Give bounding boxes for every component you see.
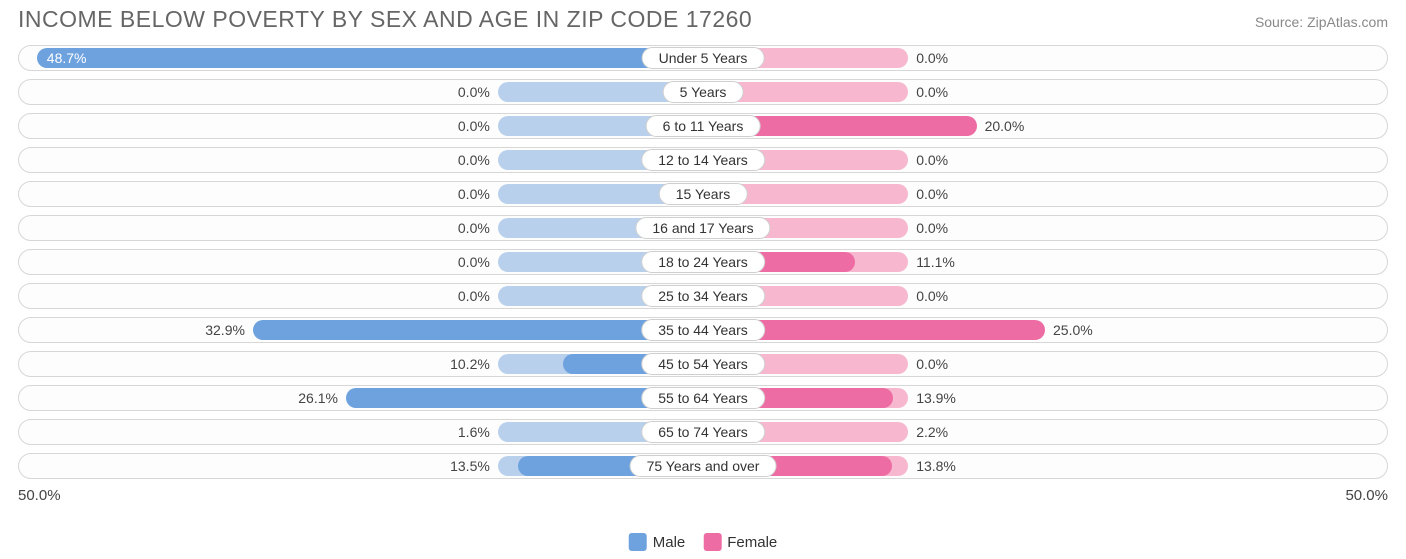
chart-source: Source: ZipAtlas.com: [1255, 14, 1388, 30]
female-value-label: 13.9%: [916, 390, 956, 406]
female-value-label: 0.0%: [916, 356, 948, 372]
male-bar: [253, 320, 703, 340]
female-value-label: 0.0%: [916, 220, 948, 236]
category-label: 5 Years: [663, 81, 744, 103]
chart-row: 0.0% 0.0% 16 and 17 Years: [18, 215, 1388, 241]
female-swatch-icon: [703, 533, 721, 551]
female-value-label: 25.0%: [1053, 322, 1093, 338]
male-value-label: 13.5%: [450, 458, 490, 474]
axis-labels: 50.0% 50.0%: [0, 487, 1406, 504]
category-label: 15 Years: [659, 183, 748, 205]
category-label: 75 Years and over: [630, 455, 777, 477]
male-value-label: 10.2%: [450, 356, 490, 372]
male-value-label: 1.6%: [458, 424, 490, 440]
male-value-label: 48.7%: [47, 50, 87, 66]
male-value-label: 0.0%: [458, 118, 490, 134]
category-label: 45 to 54 Years: [641, 353, 765, 375]
male-value-label: 0.0%: [458, 220, 490, 236]
category-label: Under 5 Years: [642, 47, 765, 69]
legend-female-label: Female: [727, 534, 777, 551]
female-value-label: 0.0%: [916, 152, 948, 168]
male-value-label: 26.1%: [298, 390, 338, 406]
female-value-label: 0.0%: [916, 84, 948, 100]
chart-row: 26.1% 13.9% 55 to 64 Years: [18, 385, 1388, 411]
female-value-label: 11.1%: [916, 254, 955, 270]
axis-left-label: 50.0%: [18, 487, 61, 504]
category-label: 12 to 14 Years: [641, 149, 765, 171]
chart-row: 13.5% 13.8% 75 Years and over: [18, 453, 1388, 479]
chart-row: 0.0% 0.0% 12 to 14 Years: [18, 147, 1388, 173]
chart-row: 10.2% 0.0% 45 to 54 Years: [18, 351, 1388, 377]
female-value-label: 0.0%: [916, 186, 948, 202]
female-value-label: 0.0%: [916, 288, 948, 304]
male-value-label: 0.0%: [458, 186, 490, 202]
axis-right-label: 50.0%: [1345, 487, 1388, 504]
chart-row: 1.6% 2.2% 65 to 74 Years: [18, 419, 1388, 445]
legend: Male Female: [629, 533, 778, 551]
category-label: 65 to 74 Years: [641, 421, 765, 443]
male-bar: [37, 48, 703, 68]
male-value-label: 0.0%: [458, 152, 490, 168]
chart-row: 0.0% 20.0% 6 to 11 Years: [18, 113, 1388, 139]
chart-row: 0.0% 0.0% 25 to 34 Years: [18, 283, 1388, 309]
chart-area: 48.7%0.0%Under 5 Years0.0%0.0%5 Years0.0…: [0, 37, 1406, 479]
male-value-label: 0.0%: [458, 84, 490, 100]
category-label: 18 to 24 Years: [641, 251, 765, 273]
category-label: 35 to 44 Years: [641, 319, 765, 341]
chart-title: INCOME BELOW POVERTY BY SEX AND AGE IN Z…: [18, 6, 752, 33]
male-value-label: 0.0%: [458, 254, 490, 270]
male-value-label: 32.9%: [205, 322, 245, 338]
chart-row: 48.7% 0.0% Under 5 Years: [18, 45, 1388, 71]
category-label: 55 to 64 Years: [641, 387, 765, 409]
female-value-label: 13.8%: [916, 458, 956, 474]
male-value-label: 0.0%: [458, 288, 490, 304]
legend-male: Male: [629, 533, 686, 551]
legend-male-label: Male: [653, 534, 686, 551]
category-label: 6 to 11 Years: [646, 115, 761, 137]
category-label: 25 to 34 Years: [641, 285, 765, 307]
chart-row: 0.0% 0.0% 15 Years: [18, 181, 1388, 207]
legend-female: Female: [703, 533, 777, 551]
category-label: 16 and 17 Years: [635, 217, 770, 239]
chart-row: 0.0% 11.1% 18 to 24 Years: [18, 249, 1388, 275]
male-swatch-icon: [629, 533, 647, 551]
female-value-label: 20.0%: [985, 118, 1025, 134]
female-value-label: 2.2%: [916, 424, 948, 440]
chart-row: 32.9% 25.0% 35 to 44 Years: [18, 317, 1388, 343]
chart-row: 0.0% 0.0% 5 Years: [18, 79, 1388, 105]
female-value-label: 0.0%: [916, 50, 948, 66]
